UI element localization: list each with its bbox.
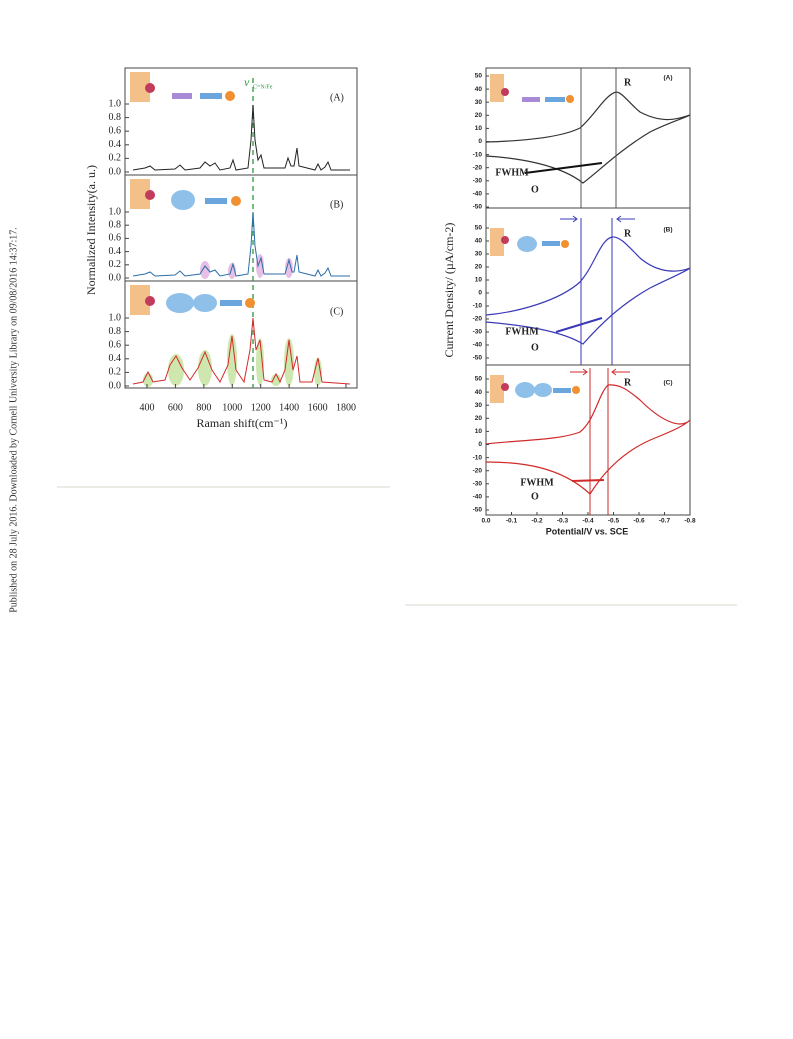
sidebar: Published on 28 July 2016. Downloaded by… [8,227,19,613]
x-tick-label: 400 [140,402,155,413]
fwhm-label: FWHM [505,326,539,337]
peak-label: R [624,228,632,239]
y-tick-label: 20 [475,112,483,119]
y-tick-label: 10 [475,277,483,284]
peak-label: R [624,77,632,88]
y-tick-label: -40 [473,191,483,198]
y-tick-label: 30 [475,99,483,106]
y-tick-label: -50 [473,355,483,362]
x-tick-label: 1400 [279,402,299,413]
y-tick-label: 0.2 [109,259,122,270]
y-tick-label: 10 [475,125,483,132]
x-tick-label: 1000 [222,402,242,413]
y-tick-label: 10 [475,428,483,435]
y-tick-label: -40 [473,494,483,501]
peak-label: O [531,342,539,353]
y-tick-label: 50 [475,73,483,80]
x-label: Potential/V vs. SCE [546,526,629,536]
y-tick-label: 0.2 [109,153,122,164]
y-tick-label: 20 [475,264,483,271]
x-tick-label: 800 [196,402,211,413]
x-tick-label: -0.6 [633,518,645,525]
raman-figure [124,67,358,389]
x-tick-label: -0.7 [659,518,671,525]
panel-label: (C) [330,306,343,317]
x-tick-label: -0.5 [608,518,620,525]
y-tick-label: 1.0 [109,312,122,323]
panel-label: (B) [330,199,343,210]
y-label: Normalized Intensity(a. u.) [84,165,98,295]
y-tick-label: 30 [475,251,483,258]
y-tick-label: -10 [473,151,483,158]
y-tick-label: 20 [475,415,483,422]
y-tick-label: 0.4 [109,246,122,257]
y-label: Current Density/ (µA/cm-2) [442,223,456,358]
y-tick-label: -40 [473,342,483,349]
y-tick-label: 0.0 [109,166,122,177]
fwhm-label: FWHM [520,477,554,488]
y-tick-label: -30 [473,481,483,488]
y-tick-label: 50 [475,225,483,232]
y-tick-label: 0.0 [109,272,122,283]
panel-label: (C) [663,380,672,387]
y-tick-label: 1.0 [109,98,122,109]
y-tick-label: 30 [475,402,483,409]
panel-label: (B) [663,227,672,234]
x-tick-label: -0.8 [684,518,696,525]
y-tick-label: 0.8 [109,112,122,123]
x-tick-label: -0.4 [582,518,594,525]
cv-figure [485,67,691,516]
annotation: ν [244,75,250,89]
x-tick-label: -0.2 [531,518,543,525]
x-label: Raman shift(cm⁻¹) [197,416,288,430]
y-tick-label: 0.6 [109,339,122,350]
x-tick-label: 600 [168,402,183,413]
y-tick-label: -50 [473,204,483,211]
y-tick-label: 0 [478,441,482,448]
y-tick-label: 0 [478,138,482,145]
y-tick-label: 0.2 [109,367,122,378]
panel-label: (A) [330,92,344,103]
x-tick-label: 1600 [308,402,328,413]
y-tick-label: 0.8 [109,219,122,230]
y-tick-label: 0.8 [109,326,122,337]
y-tick-label: -30 [473,329,483,336]
x-tick-label: 0.0 [481,518,490,525]
peak-label: O [531,184,539,195]
x-tick-label: 1200 [251,402,271,413]
x-tick-label: 1800 [336,402,356,413]
y-tick-label: 40 [475,238,483,245]
y-tick-label: 0.6 [109,233,122,244]
y-tick-label: 40 [475,389,483,396]
y-tick-label: 50 [475,376,483,383]
y-tick-label: 0 [478,290,482,297]
y-tick-label: 40 [475,86,483,93]
x-tick-label: -0.1 [506,518,518,525]
annotation-sub: C=N/Fe [253,84,273,90]
y-tick-label: -10 [473,454,483,461]
peak-label: R [624,377,632,388]
y-tick-label: -20 [473,164,483,171]
panel-label: (A) [663,75,672,82]
peak-label: O [531,491,539,502]
y-tick-label: 0.0 [109,380,122,391]
fwhm-label: FWHM [495,167,529,178]
y-tick-label: 0.4 [109,139,122,150]
y-tick-label: -20 [473,316,483,323]
y-tick-label: -10 [473,303,483,310]
y-tick-label: -20 [473,467,483,474]
y-tick-label: 1.0 [109,206,122,217]
y-tick-label: 0.6 [109,125,122,136]
y-tick-label: -30 [473,178,483,185]
y-tick-label: -50 [473,507,483,514]
x-tick-label: -0.3 [557,518,569,525]
y-tick-label: 0.4 [109,353,122,364]
